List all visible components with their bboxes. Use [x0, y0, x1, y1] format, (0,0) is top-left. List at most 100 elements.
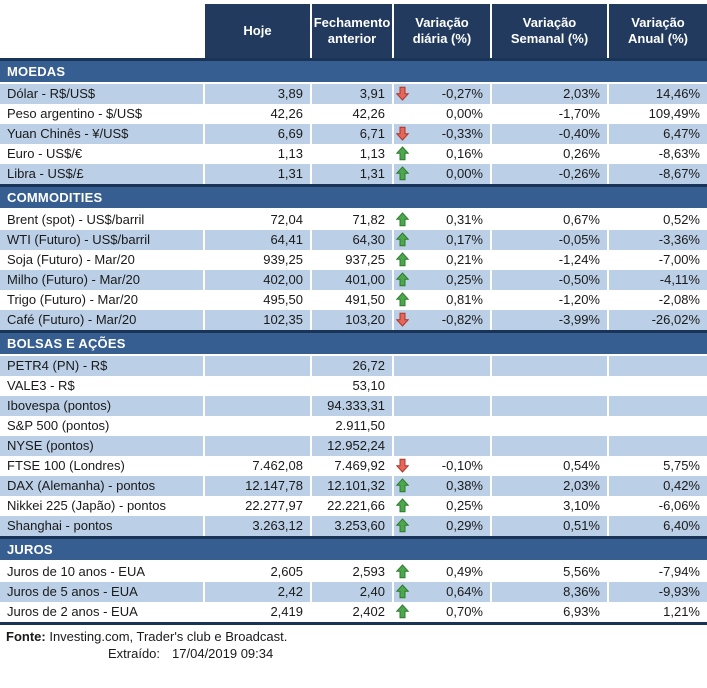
- cell-hoje: 42,26: [205, 104, 310, 124]
- cell-fechamento: 3.253,60: [312, 516, 392, 536]
- cell-fechamento: 42,26: [312, 104, 392, 124]
- cell-variacao-anual: [609, 356, 707, 376]
- cell-variacao-anual: 0,42%: [609, 476, 707, 496]
- section-title: MOEDAS: [7, 64, 65, 79]
- cell-variacao-anual: -7,00%: [609, 250, 707, 270]
- cell-variacao-diaria: 0,16%: [394, 144, 490, 164]
- cell-variacao-diaria: -0,33%: [394, 124, 490, 144]
- table-section: JUROS Juros de 10 anos - EUA 2,605 2,593…: [0, 536, 707, 622]
- cell-fechamento: 94.333,31: [312, 396, 392, 416]
- column-header-variacao-diaria: Variação diária (%): [394, 4, 490, 58]
- cell-variacao-diaria-value: 0,81%: [446, 292, 483, 307]
- cell-hoje: 3,89: [205, 84, 310, 104]
- section-rows: PETR4 (PN) - R$ 26,72 VALE3 - R$ 53,10 I…: [0, 356, 707, 536]
- cell-variacao-diaria-value: 0,21%: [446, 252, 483, 267]
- cell-variacao-anual: [609, 416, 707, 436]
- cell-variacao-semanal: -0,40%: [492, 124, 607, 144]
- source-line: Fonte: Investing.com, Trader's club e Br…: [0, 628, 707, 645]
- trend-arrow-icon: [396, 212, 409, 227]
- section-rows: Dólar - R$/US$ 3,89 3,91 -0,27% 2,03% 14…: [0, 84, 707, 184]
- cell-variacao-diaria-value: 0,31%: [446, 212, 483, 227]
- cell-variacao-anual: 1,21%: [609, 602, 707, 622]
- table-row: S&P 500 (pontos) 2.911,50: [0, 416, 707, 436]
- cell-variacao-semanal: 8,36%: [492, 582, 607, 602]
- cell-variacao-anual: -26,02%: [609, 310, 707, 330]
- cell-variacao-semanal: 0,51%: [492, 516, 607, 536]
- row-label: Juros de 2 anos - EUA: [0, 602, 203, 622]
- table-row: DAX (Alemanha) - pontos 12.147,78 12.101…: [0, 476, 707, 496]
- cell-hoje: 2,605: [205, 562, 310, 582]
- cell-fechamento: 6,71: [312, 124, 392, 144]
- cell-variacao-anual: -7,94%: [609, 562, 707, 582]
- table-row: Brent (spot) - US$/barril 72,04 71,82 0,…: [0, 210, 707, 230]
- cell-variacao-anual: [609, 436, 707, 456]
- cell-hoje: [205, 356, 310, 376]
- cell-variacao-diaria: 0,31%: [394, 210, 490, 230]
- cell-variacao-anual: 6,40%: [609, 516, 707, 536]
- cell-fechamento: 491,50: [312, 290, 392, 310]
- cell-hoje: 7.462,08: [205, 456, 310, 476]
- table-body: MOEDAS Dólar - R$/US$ 3,89 3,91 -0,27% 2…: [0, 58, 707, 622]
- cell-variacao-diaria: 0,81%: [394, 290, 490, 310]
- row-label: Nikkei 225 (Japão) - pontos: [0, 496, 203, 516]
- extracted-line: Extraído:17/04/2019 09:34: [0, 645, 707, 662]
- column-header-fechamento: Fechamento anterior: [312, 4, 392, 58]
- trend-arrow-icon: [396, 292, 409, 307]
- cell-variacao-diaria: 0,29%: [394, 516, 490, 536]
- table-row: Euro - US$/€ 1,13 1,13 0,16% 0,26% -8,63…: [0, 144, 707, 164]
- cell-fechamento: 7.469,92: [312, 456, 392, 476]
- row-label: Trigo (Futuro) - Mar/20: [0, 290, 203, 310]
- cell-variacao-anual: 0,52%: [609, 210, 707, 230]
- cell-hoje: 3.263,12: [205, 516, 310, 536]
- header-spacer: [0, 4, 203, 58]
- cell-variacao-semanal: 5,56%: [492, 562, 607, 582]
- trend-arrow-icon: [396, 166, 409, 181]
- cell-fechamento: 64,30: [312, 230, 392, 250]
- cell-hoje: 22.277,97: [205, 496, 310, 516]
- cell-hoje: 72,04: [205, 210, 310, 230]
- section-header: BOLSAS E AÇÕES: [0, 330, 707, 354]
- trend-arrow-icon: [396, 146, 409, 161]
- cell-variacao-semanal: 3,10%: [492, 496, 607, 516]
- cell-variacao-diaria: 0,25%: [394, 496, 490, 516]
- table-row: Juros de 5 anos - EUA 2,42 2,40 0,64% 8,…: [0, 582, 707, 602]
- table-row: Peso argentino - $/US$ 42,26 42,26 0,00%…: [0, 104, 707, 124]
- trend-arrow-icon: [396, 126, 409, 141]
- table-section: MOEDAS Dólar - R$/US$ 3,89 3,91 -0,27% 2…: [0, 58, 707, 184]
- section-header: MOEDAS: [0, 58, 707, 82]
- section-header: COMMODITIES: [0, 184, 707, 208]
- trend-arrow-icon: [396, 498, 409, 513]
- cell-variacao-diaria: [394, 416, 490, 436]
- cell-hoje: 2,419: [205, 602, 310, 622]
- cell-variacao-semanal: [492, 356, 607, 376]
- trend-arrow-icon: [396, 252, 409, 267]
- trend-arrow-icon: [396, 518, 409, 533]
- cell-variacao-semanal: [492, 376, 607, 396]
- cell-hoje: [205, 416, 310, 436]
- cell-variacao-diaria-value: 0,00%: [446, 166, 483, 181]
- cell-hoje: 1,13: [205, 144, 310, 164]
- table-row: Libra - US$/£ 1,31 1,31 0,00% -0,26% -8,…: [0, 164, 707, 184]
- cell-variacao-semanal: -0,26%: [492, 164, 607, 184]
- trend-arrow-icon: [396, 604, 409, 619]
- cell-fechamento: 22.221,66: [312, 496, 392, 516]
- cell-variacao-anual: -3,36%: [609, 230, 707, 250]
- cell-variacao-diaria: [394, 396, 490, 416]
- cell-variacao-diaria: 0,00%: [394, 104, 490, 124]
- cell-variacao-semanal: -0,05%: [492, 230, 607, 250]
- cell-variacao-semanal: -0,50%: [492, 270, 607, 290]
- row-label: Libra - US$/£: [0, 164, 203, 184]
- cell-variacao-semanal: -3,99%: [492, 310, 607, 330]
- column-header-hoje: Hoje: [205, 4, 310, 58]
- cell-hoje: [205, 376, 310, 396]
- cell-fechamento: 2.911,50: [312, 416, 392, 436]
- cell-fechamento: 12.952,24: [312, 436, 392, 456]
- cell-variacao-diaria-value: -0,10%: [442, 458, 483, 473]
- cell-hoje: 6,69: [205, 124, 310, 144]
- cell-variacao-anual: [609, 376, 707, 396]
- trend-arrow-icon: [396, 86, 409, 101]
- cell-hoje: 12.147,78: [205, 476, 310, 496]
- cell-variacao-diaria-value: 0,29%: [446, 518, 483, 533]
- cell-fechamento: 71,82: [312, 210, 392, 230]
- cell-fechamento: 3,91: [312, 84, 392, 104]
